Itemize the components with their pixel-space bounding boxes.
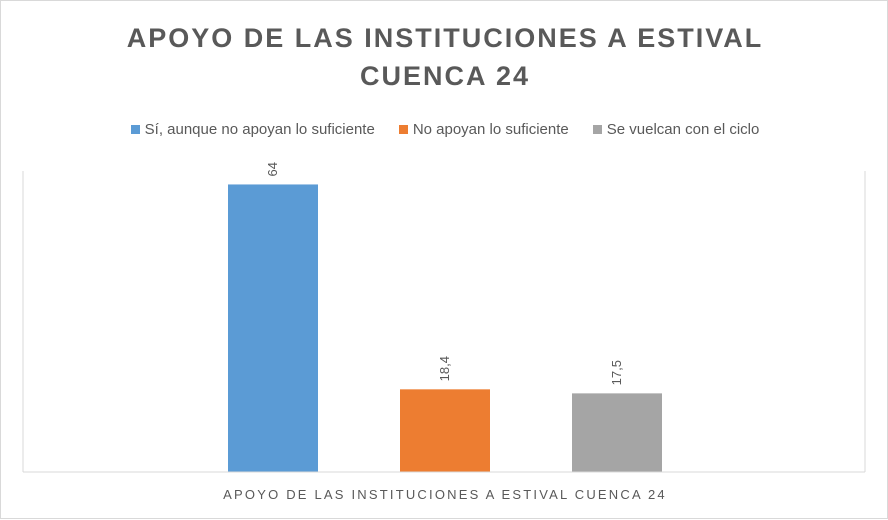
chart-title-line-2: CUENCA 24 — [359, 61, 531, 91]
bars-layer: 64 18,4 17,5 — [228, 162, 662, 472]
data-label-3: 17,5 — [609, 360, 624, 385]
bar-3 — [572, 393, 662, 472]
legend-swatch-se-vuelcan — [592, 125, 602, 134]
chart-legend: Sí, aunque no apoyan lo suficiente No ap… — [1, 121, 888, 138]
legend-label-se-vuelcan: Se vuelcan con el ciclo — [606, 121, 760, 138]
legend-item-no-apoyan: No apoyan lo suficiente — [398, 121, 569, 138]
x-axis-label: APOYO DE LAS INSTITUCIONES A ESTIVAL CUE… — [223, 487, 667, 502]
legend-swatch-no-apoyan — [398, 125, 408, 134]
bar-1 — [228, 184, 318, 472]
data-label-1: 64 — [265, 162, 280, 176]
chart-title-line-1: APOYO DE LAS INSTITUCIONES A ESTIVAL — [126, 23, 764, 53]
data-label-2: 18,4 — [437, 356, 452, 381]
legend-label-no-apoyan: No apoyan lo suficiente — [412, 121, 569, 138]
legend-label-si-aunque: Sí, aunque no apoyan lo suficiente — [144, 121, 375, 138]
legend-swatch-si-aunque — [130, 125, 140, 134]
bar-2 — [400, 389, 490, 472]
legend-item-si-aunque: Sí, aunque no apoyan lo suficiente — [130, 121, 375, 138]
legend-item-se-vuelcan: Se vuelcan con el ciclo — [592, 121, 760, 138]
chart-title: APOYO DE LAS INSTITUCIONES A ESTIVAL CUE… — [1, 19, 888, 95]
